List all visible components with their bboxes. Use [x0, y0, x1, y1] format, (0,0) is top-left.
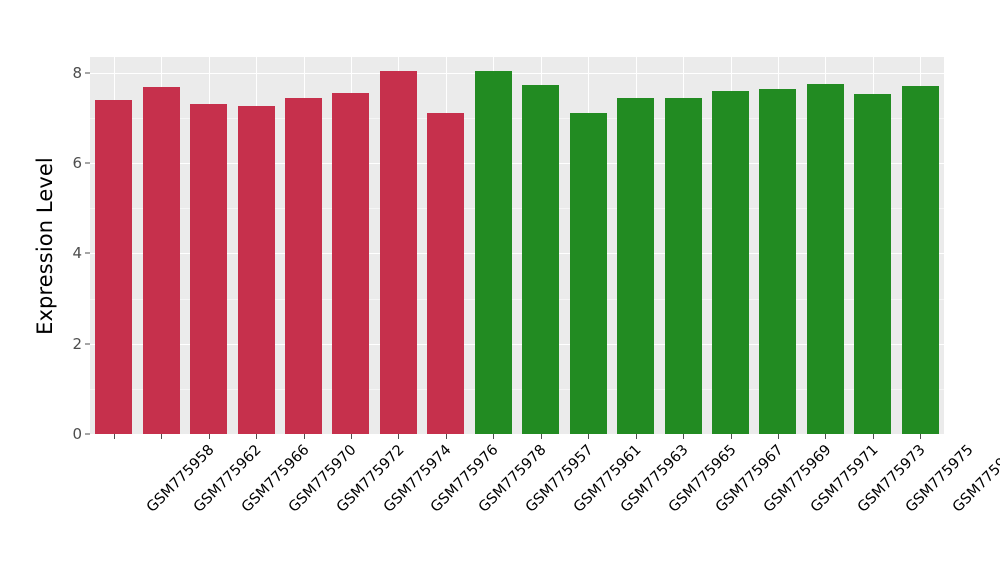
gridline-minor-y: [90, 298, 944, 300]
x-tick-mark: [161, 434, 162, 439]
x-tick-mark: [778, 434, 779, 439]
y-tick-mark: [85, 433, 90, 435]
bar[interactable]: [806, 84, 844, 434]
x-tick-mark: [920, 434, 921, 439]
bar[interactable]: [237, 106, 275, 434]
y-axis-ticks: 0 2 4 6 8: [62, 0, 90, 580]
y-tick-label: 4: [72, 244, 82, 263]
x-tick-mark: [256, 434, 257, 439]
gridline-minor-y: [90, 388, 944, 390]
y-tick-label: 6: [72, 154, 82, 173]
bar[interactable]: [427, 112, 465, 434]
gridline-major-y: [90, 72, 944, 74]
bar[interactable]: [142, 87, 180, 434]
y-tick-mark: [85, 252, 90, 254]
y-tick-label: 0: [72, 425, 82, 443]
x-tick-mark: [541, 434, 542, 439]
bar[interactable]: [95, 99, 133, 434]
x-tick-mark: [446, 434, 447, 439]
bar[interactable]: [522, 85, 560, 434]
gridline-minor-y: [90, 117, 944, 119]
bar[interactable]: [332, 93, 370, 434]
x-tick-mark: [493, 434, 494, 439]
x-tick-mark: [209, 434, 210, 439]
y-tick-label: 2: [72, 334, 82, 353]
y-tick-label: 8: [72, 63, 82, 82]
bar[interactable]: [474, 70, 512, 434]
x-tick-mark: [304, 434, 305, 439]
y-axis-title: Expression Level: [28, 0, 62, 492]
bar[interactable]: [901, 86, 939, 434]
y-tick-mark: [85, 162, 90, 164]
y-tick-mark: [85, 343, 90, 345]
x-tick-mark: [731, 434, 732, 439]
bar[interactable]: [759, 88, 797, 434]
x-tick-mark: [825, 434, 826, 439]
x-tick-mark: [588, 434, 589, 439]
x-tick-mark: [398, 434, 399, 439]
x-tick-mark: [351, 434, 352, 439]
x-tick-mark: [873, 434, 874, 439]
y-axis-title-label: Expression Level: [33, 157, 58, 335]
x-tick-mark: [683, 434, 684, 439]
bar[interactable]: [284, 97, 322, 434]
gridline-major-y: [90, 343, 944, 345]
bar[interactable]: [664, 97, 702, 434]
gridline-major-y: [90, 163, 944, 165]
bar[interactable]: [854, 94, 892, 434]
y-tick-mark: [85, 72, 90, 74]
gridline-minor-y: [90, 208, 944, 210]
plot-panel: [90, 57, 944, 434]
bar[interactable]: [190, 104, 228, 434]
bar[interactable]: [569, 112, 607, 434]
bar[interactable]: [711, 90, 749, 434]
x-axis-ticks: GSM775958 GSM775962 GSM775966 GSM775970 GSM7…: [90, 434, 1000, 580]
x-tick-mark: [114, 434, 115, 439]
bar[interactable]: [617, 97, 655, 434]
bar[interactable]: [379, 70, 417, 434]
x-tick-mark: [636, 434, 637, 439]
gridline-major-y: [90, 253, 944, 255]
